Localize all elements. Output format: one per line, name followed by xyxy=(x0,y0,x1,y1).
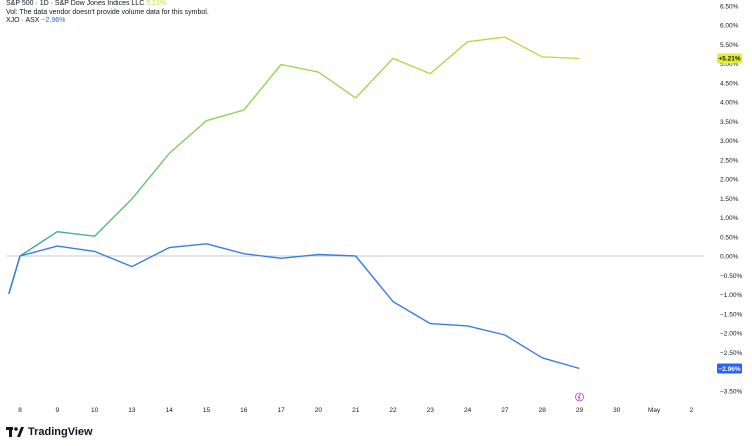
y-tick-label: −1.50% xyxy=(720,311,742,318)
y-tick-label: 1.00% xyxy=(720,215,739,222)
y-tick-label: 3.00% xyxy=(720,138,739,145)
series-line-xjo[interactable] xyxy=(8,243,580,370)
y-tick-label: −3.50% xyxy=(720,388,742,395)
lightning-icon xyxy=(577,393,581,401)
x-tick-label: 13 xyxy=(128,407,136,414)
x-tick-label: 9 xyxy=(55,407,59,414)
x-tick-label: 15 xyxy=(203,407,211,414)
tradingview-logo[interactable]: TradingView xyxy=(6,426,93,438)
y-tick-label: −0.50% xyxy=(720,273,742,280)
chart-legend: S&P 500 · 1D · S&P Dow Jones Indices LLC… xyxy=(6,0,209,26)
y-tick-label: −2.50% xyxy=(720,350,742,357)
x-tick-label: 24 xyxy=(464,407,472,414)
y-tick-label: 0.50% xyxy=(720,234,739,241)
tradingview-logo-icon xyxy=(6,427,24,437)
x-tick-label: 14 xyxy=(166,407,174,414)
x-tick-label: 29 xyxy=(576,407,584,414)
series-line-spx[interactable] xyxy=(8,36,580,295)
end-value-label-spx: +5.21% xyxy=(718,56,740,63)
y-tick-label: −1.00% xyxy=(720,292,742,299)
legend-row-spx[interactable]: S&P 500 · 1D · S&P Dow Jones Indices LLC… xyxy=(6,0,209,9)
x-tick-label: 22 xyxy=(389,407,397,414)
x-tick-label: 21 xyxy=(352,407,360,414)
y-tick-label: 6.50% xyxy=(720,3,739,10)
y-tick-label: 4.00% xyxy=(720,100,739,107)
x-tick-label: 23 xyxy=(427,407,435,414)
x-tick-label: May xyxy=(648,407,661,414)
end-value-label-xjo: −2.96% xyxy=(718,366,740,373)
legend-spx-value: 5.21% xyxy=(146,0,167,7)
y-tick-label: 4.50% xyxy=(720,80,739,87)
x-tick-label: 20 xyxy=(315,407,323,414)
y-tick-label: 0.00% xyxy=(720,254,739,261)
legend-row-xjo[interactable]: XJO · ASX −2.96% xyxy=(6,17,209,26)
end-value-badge-spx xyxy=(717,53,742,64)
x-tick-label: 10 xyxy=(91,407,99,414)
y-tick-label: 2.50% xyxy=(720,157,739,164)
x-tick-label: 17 xyxy=(277,407,285,414)
y-tick-label: 5.00% xyxy=(720,61,739,68)
y-tick-label: 1.50% xyxy=(720,196,739,203)
x-tick-label: 30 xyxy=(613,407,621,414)
y-tick-label: 5.50% xyxy=(720,42,739,49)
tradingview-brand: TradingView xyxy=(28,426,93,438)
y-tick-label: 2.00% xyxy=(720,177,739,184)
legend-row-volume: Vol: The data vendor doesn't provide vol… xyxy=(6,8,209,16)
x-tick-label: 8 xyxy=(18,407,22,414)
end-value-badge-xjo xyxy=(717,363,742,374)
legend-xjo-label: XJO · ASX xyxy=(6,17,40,24)
x-tick-label: 27 xyxy=(501,407,509,414)
x-tick-label: 28 xyxy=(539,407,547,414)
y-tick-label: 6.00% xyxy=(720,23,739,30)
legend-spx-label: S&P 500 · 1D · S&P Dow Jones Indices LLC xyxy=(6,0,145,7)
legend-xjo-value: −2.96% xyxy=(41,17,66,24)
x-tick-label: 2 xyxy=(690,407,694,414)
x-tick-label: 16 xyxy=(240,407,248,414)
y-tick-label: 3.50% xyxy=(720,119,739,126)
y-tick-label: −2.00% xyxy=(720,331,742,338)
